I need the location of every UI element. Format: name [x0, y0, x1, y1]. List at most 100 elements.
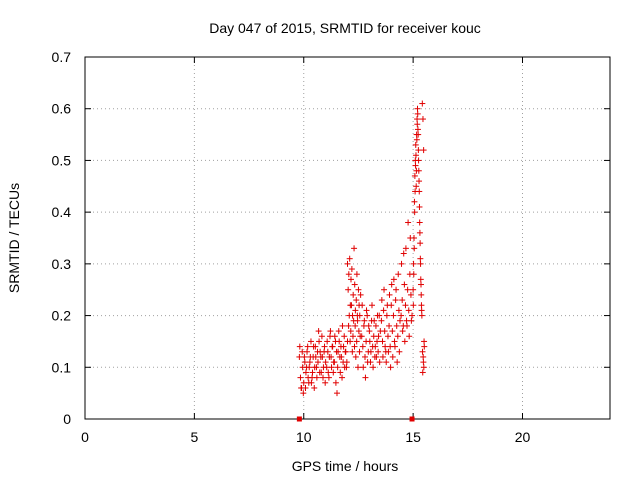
data-point: [415, 147, 422, 154]
data-point: [401, 338, 408, 345]
data-point: [382, 343, 389, 350]
data-point: [378, 317, 385, 324]
data-point: [354, 312, 361, 319]
data-point: [411, 245, 418, 252]
data-point: [384, 333, 391, 340]
y-tick-label: 0.5: [52, 152, 72, 168]
data-point: [322, 359, 329, 366]
data-point: [411, 198, 418, 205]
data-point: [297, 374, 304, 381]
data-point: [341, 364, 348, 371]
data-point: [380, 307, 387, 314]
data-point: [335, 348, 342, 355]
data-point: [379, 353, 386, 360]
data-point: [364, 359, 371, 366]
data-point: [401, 281, 408, 288]
data-point: [412, 188, 419, 195]
data-point: [315, 328, 322, 335]
data-points: [296, 100, 428, 422]
data-point: [418, 302, 425, 309]
data-point: [366, 338, 373, 345]
data-point: [340, 343, 347, 350]
data-point: [325, 369, 332, 376]
data-point: [419, 369, 426, 376]
data-point: [419, 348, 426, 355]
data-point: [353, 297, 360, 304]
y-tick-label: 0.7: [52, 49, 72, 65]
data-point: [393, 286, 400, 293]
data-point: [351, 281, 358, 288]
data-point: [339, 322, 346, 329]
data-point: [353, 271, 360, 278]
data-point: [372, 343, 379, 350]
data-point: [366, 328, 373, 335]
data-point: [386, 291, 393, 298]
data-point: [341, 333, 348, 340]
data-point: [402, 245, 409, 252]
data-point: [390, 312, 397, 319]
data-point: [345, 271, 352, 278]
data-point: [414, 110, 421, 117]
data-point: [347, 338, 354, 345]
data-point: [296, 353, 303, 360]
data-point: [352, 322, 359, 329]
data-point: [317, 353, 324, 360]
data-point: [413, 136, 420, 143]
data-point: [383, 359, 390, 366]
data-point: [414, 105, 421, 112]
data-point: [352, 353, 359, 360]
data-point: [309, 369, 316, 376]
data-point: [379, 338, 386, 345]
data-point: [367, 348, 374, 355]
data-point: [383, 312, 390, 319]
data-point: [411, 235, 417, 241]
data-point: [394, 333, 401, 340]
data-point: [301, 353, 308, 360]
data-point: [300, 379, 307, 386]
data-point: [316, 369, 323, 376]
data-point: [314, 359, 321, 366]
x-tick-label: 5: [190, 429, 198, 445]
data-point: [301, 359, 308, 366]
data-point: [413, 167, 420, 174]
data-point: [355, 286, 362, 293]
data-point: [353, 338, 360, 345]
data-point: [414, 116, 421, 123]
plot-area-frame: [84, 56, 611, 420]
data-point: [396, 348, 403, 355]
data-point: [355, 364, 361, 371]
data-point: [299, 348, 306, 355]
data-point: [296, 416, 302, 422]
data-point: [344, 260, 351, 267]
data-point: [420, 147, 427, 154]
data-point: [357, 291, 364, 298]
data-point: [349, 333, 356, 340]
data-point: [339, 374, 346, 381]
data-point: [329, 343, 336, 350]
data-point: [348, 302, 355, 309]
data-point: [307, 338, 314, 345]
data-point: [386, 322, 393, 329]
data-point: [410, 260, 417, 267]
data-point: [381, 286, 388, 293]
data-point: [313, 364, 320, 371]
data-point: [358, 333, 365, 340]
data-point: [405, 219, 412, 226]
data-point: [348, 276, 354, 283]
data-point: [399, 328, 406, 335]
data-point: [404, 286, 411, 293]
data-point: [414, 126, 421, 133]
data-point: [411, 209, 418, 216]
data-point: [322, 379, 329, 386]
data-point: [362, 353, 368, 360]
data-point: [419, 116, 426, 123]
data-point: [342, 348, 349, 355]
data-point: [302, 384, 309, 391]
data-point: [417, 260, 424, 267]
data-point: [350, 291, 357, 298]
data-point: [416, 219, 423, 226]
data-point: [369, 302, 375, 309]
data-point: [415, 157, 422, 164]
x-axis-label: GPS time / hours: [292, 458, 399, 474]
